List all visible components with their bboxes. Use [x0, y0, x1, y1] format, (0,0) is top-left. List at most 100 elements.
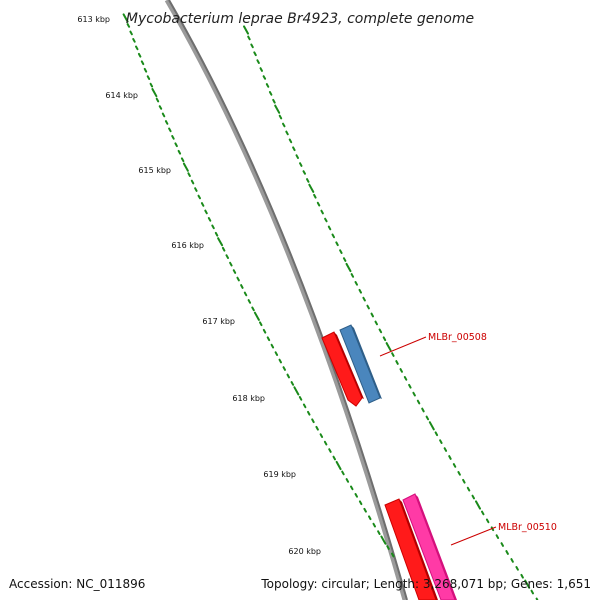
- tick-mark: [416, 399, 421, 405]
- tick-mark: [345, 262, 352, 273]
- tick-mark: [354, 493, 358, 498]
- tick-mark: [259, 67, 263, 72]
- gene-label-MLBr_00508[interactable]: MLBr_00508: [428, 332, 487, 343]
- tick-mark: [481, 510, 485, 516]
- tick-mark: [204, 209, 208, 215]
- tick-mark: [278, 358, 282, 364]
- tick-mark: [380, 535, 387, 545]
- gene-label-MLBr_00510[interactable]: MLBr_00510: [498, 522, 557, 533]
- tick-mark: [399, 368, 403, 373]
- genome-summary: Topology: circular; Length: 3,268,071 bp…: [261, 577, 591, 591]
- tick-mark: [366, 304, 370, 310]
- tick-mark: [262, 328, 267, 334]
- tick-mark: [524, 579, 531, 589]
- tick-mark: [328, 448, 332, 453]
- gene-MLBr_00508[interactable]: [339, 324, 382, 404]
- tick-labels: 613 kbp 614 kbp 615 kbp 616 kbp 617 kbp 618 k…: [77, 15, 321, 556]
- tick-mark: [530, 589, 534, 595]
- tick-mark: [197, 194, 201, 200]
- tick-mark: [466, 486, 471, 492]
- tick-mark: [288, 138, 293, 144]
- tick-label: 617 kbp: [202, 317, 235, 326]
- tick-mark: [395, 360, 399, 365]
- tick-mark: [320, 209, 324, 215]
- tick-mark: [187, 172, 191, 177]
- tick-label: 613 kbp: [77, 15, 110, 24]
- tick-mark: [295, 154, 299, 159]
- tick-mark: [363, 507, 367, 513]
- tick-mark: [278, 114, 283, 120]
- tick-mark: [372, 522, 376, 528]
- tick-mark: [299, 162, 303, 167]
- tick-mark: [382, 336, 387, 342]
- tick-mark: [232, 269, 237, 274]
- tick-mark: [374, 320, 378, 326]
- tick-mark: [335, 460, 342, 471]
- tick-mark: [358, 288, 362, 294]
- tick-mark: [515, 566, 519, 571]
- feature-red-1[interactable]: [321, 331, 364, 407]
- tick-mark: [292, 146, 296, 152]
- tick-mark: [362, 296, 366, 302]
- feature-red-2[interactable]: [384, 498, 438, 600]
- tick-mark: [265, 83, 270, 88]
- tick-mark: [151, 88, 158, 98]
- tick-mark: [308, 183, 315, 193]
- tick-mark: [251, 306, 255, 312]
- tick-mark: [137, 52, 142, 58]
- tick-mark: [462, 478, 466, 484]
- tick-mark: [319, 433, 324, 438]
- tick-mark: [443, 447, 448, 452]
- tick-mark: [391, 552, 395, 558]
- tick-mark: [298, 396, 303, 401]
- gene-MLBr_00510[interactable]: [402, 493, 457, 600]
- tick-mark: [200, 202, 205, 207]
- tick-mark: [146, 75, 151, 80]
- tick-mark: [327, 225, 332, 231]
- tick-mark: [378, 328, 383, 334]
- tick-mark: [358, 500, 363, 506]
- tick-mark: [286, 373, 290, 379]
- tick-mark: [259, 321, 263, 327]
- tick-mark: [332, 455, 336, 461]
- tick-mark: [282, 122, 286, 128]
- tick-mark: [354, 281, 358, 286]
- tick-mark: [313, 193, 317, 199]
- tick-mark: [425, 415, 430, 421]
- tick-label: 620 kbp: [288, 547, 321, 556]
- tick-label: 616 kbp: [171, 241, 204, 250]
- tick-mark: [168, 127, 172, 133]
- tick-label: 618 kbp: [232, 394, 265, 403]
- tick-mark: [370, 312, 374, 318]
- tick-mark: [324, 217, 328, 223]
- tick-mark: [428, 421, 435, 431]
- tick-mark: [253, 311, 260, 321]
- tick-label: 614 kbp: [105, 91, 138, 100]
- tick-mark: [302, 170, 306, 175]
- tick-mark: [434, 431, 439, 437]
- tick-mark: [164, 120, 169, 125]
- tick-mark: [307, 410, 311, 416]
- tick-mark: [500, 542, 504, 547]
- tick-mark: [285, 130, 289, 136]
- inner-tick-marks: [122, 13, 395, 558]
- tick-mark: [240, 284, 244, 289]
- tick-mark: [377, 530, 381, 535]
- tick-mark: [293, 386, 300, 396]
- tick-mark: [177, 149, 182, 155]
- tick-mark: [140, 60, 145, 66]
- tick-mark: [229, 261, 233, 267]
- tick-mark: [243, 291, 248, 297]
- tick-mark: [180, 157, 185, 163]
- tick-mark: [158, 105, 163, 110]
- tick-mark: [311, 418, 315, 424]
- tick-mark: [247, 299, 252, 304]
- tick-mark: [345, 478, 350, 483]
- tick-mark: [253, 51, 257, 57]
- tick-mark: [290, 381, 295, 386]
- tick-mark: [161, 112, 166, 118]
- tick-mark: [316, 201, 321, 207]
- tick-mark: [155, 97, 160, 103]
- tick-mark: [135, 45, 139, 51]
- tick-mark: [385, 342, 392, 352]
